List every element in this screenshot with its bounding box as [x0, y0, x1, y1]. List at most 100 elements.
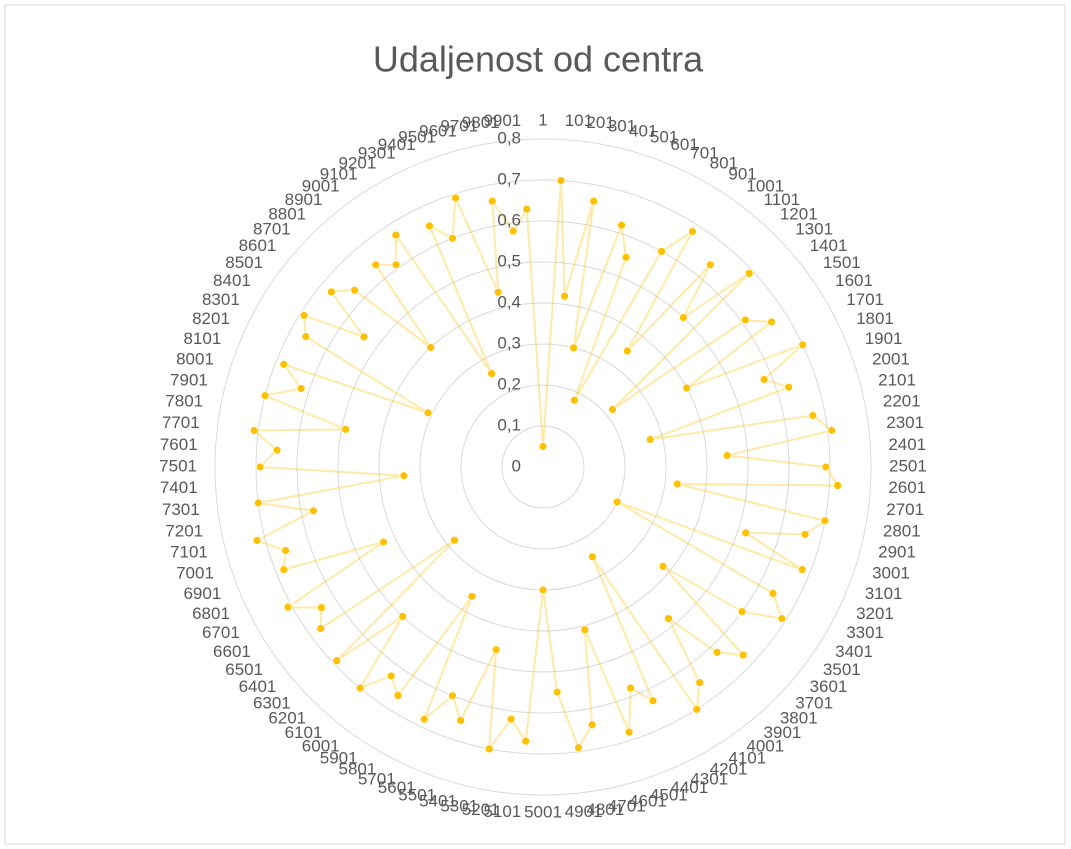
data-point [741, 528, 751, 538]
category-label: 1601 [835, 271, 873, 290]
category-label: 7101 [170, 543, 208, 562]
category-label: 1701 [846, 290, 884, 309]
category-label: 6601 [213, 642, 251, 661]
category-label: 4301 [690, 770, 728, 789]
grid-circle [214, 138, 872, 796]
category-label: 8801 [268, 204, 306, 223]
category-label: 9601 [419, 121, 457, 140]
data-point [391, 260, 401, 270]
y-tick-label: 0,5 [497, 251, 521, 270]
category-label: 6201 [268, 709, 306, 728]
data-point [538, 442, 548, 451]
y-tick-label: 0,2 [497, 374, 521, 393]
data-point [371, 260, 381, 270]
data-point [350, 285, 360, 295]
data-point [808, 411, 818, 420]
category-label: 7801 [165, 392, 203, 411]
category-label: 1301 [795, 220, 833, 239]
category-label: 7301 [162, 500, 200, 519]
category-label: 1201 [780, 204, 818, 223]
data-point [768, 589, 778, 598]
category-label: 3001 [872, 563, 910, 582]
category-label: 3301 [846, 623, 884, 642]
category-label: 3701 [795, 693, 833, 712]
data-point [301, 332, 311, 342]
category-label: 801 [710, 153, 738, 172]
category-label: 2401 [888, 435, 926, 454]
category-label: 6801 [192, 604, 230, 623]
data-point [391, 230, 401, 240]
data-point [645, 435, 655, 444]
y-tick-label: 0,3 [497, 333, 521, 352]
category-label: 7001 [176, 563, 214, 582]
data-point [456, 716, 466, 725]
chart-title: Udaljenost od centra [373, 39, 704, 80]
category-label: 8401 [213, 271, 251, 290]
data-point [556, 176, 566, 185]
category-label: 2001 [872, 350, 910, 369]
data-point [379, 537, 388, 547]
category-label: 4501 [650, 786, 688, 805]
category-label: 9501 [398, 127, 436, 146]
category-label: 3901 [764, 723, 802, 742]
category-label: 6501 [225, 660, 263, 679]
data-point [687, 227, 697, 237]
data-point [626, 683, 635, 693]
data-point [450, 535, 459, 545]
category-label: 2301 [886, 413, 924, 432]
data-point [737, 607, 747, 616]
category-label: 5601 [378, 778, 416, 797]
category-label: 9901 [483, 111, 521, 130]
data-point [587, 552, 597, 562]
data-point [621, 252, 631, 262]
category-label: 7401 [160, 478, 198, 497]
category-label: 2101 [878, 370, 916, 389]
data-point [317, 603, 326, 613]
data-point [249, 426, 259, 435]
category-label: 701 [690, 143, 718, 162]
category-label: 9001 [302, 177, 340, 196]
data-point [589, 196, 599, 206]
category-label: 5801 [338, 760, 376, 779]
category-label: 2501 [889, 456, 927, 475]
data-point [744, 268, 754, 278]
category-label: 8601 [239, 236, 277, 255]
category-label: 2601 [888, 478, 926, 497]
data-point [359, 332, 369, 342]
category-label: 9201 [338, 153, 376, 172]
category-label: 1501 [823, 253, 861, 272]
data-point [664, 614, 673, 624]
category-label: 4901 [565, 802, 603, 821]
data-point [393, 691, 403, 700]
data-point [279, 359, 289, 369]
category-label: 7601 [160, 435, 198, 454]
data-point [252, 536, 262, 545]
category-label: 2701 [886, 500, 924, 519]
data-point [722, 451, 732, 460]
data-point [658, 561, 668, 571]
data-point [491, 645, 501, 655]
data-point [820, 516, 830, 526]
data-point [386, 671, 396, 681]
data-point [451, 193, 460, 203]
category-label: 9701 [440, 117, 478, 136]
data-point [608, 405, 617, 414]
category-label: 6101 [285, 723, 323, 742]
category-label: 3401 [835, 642, 873, 661]
data-point [797, 565, 807, 575]
data-point [624, 727, 634, 737]
data-point [759, 375, 769, 384]
category-label: 7501 [159, 456, 197, 475]
category-label: 8901 [285, 190, 323, 209]
grid-circle [337, 261, 749, 673]
data-point [738, 650, 748, 660]
data-point [672, 479, 682, 489]
data-point [487, 369, 497, 378]
y-tick-label: 0 [512, 456, 521, 475]
data-point [448, 233, 457, 243]
data-point [612, 497, 622, 507]
category-label: 4101 [728, 749, 766, 768]
category-label: 4401 [670, 778, 708, 797]
category-label: 4701 [608, 796, 646, 815]
category-label: 8001 [176, 350, 214, 369]
